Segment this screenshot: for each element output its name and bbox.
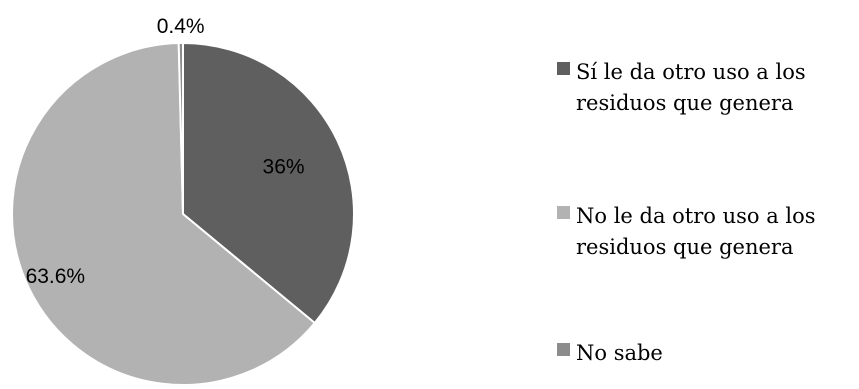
- legend-swatch-2: [557, 206, 570, 219]
- data-label-3: 0.4%: [157, 15, 205, 38]
- data-label-2: 63.6%: [26, 265, 86, 288]
- pie-slice-1: [182, 41, 356, 325]
- legend-label-1-line-2: residuos que genera: [576, 91, 793, 115]
- pie-slice-3: [177, 41, 184, 215]
- legend-swatch-1: [557, 62, 570, 75]
- legend-label-3: No sabe: [576, 341, 663, 365]
- data-label-1: 36%: [263, 156, 305, 179]
- legend-label-2-line-1: No le da otro uso a los: [576, 204, 816, 228]
- legend-label-2-line-2: residuos que genera: [576, 235, 793, 259]
- data-labels: 36% 63.6% 0.4%: [26, 15, 305, 288]
- pie-slices: [11, 41, 356, 386]
- pie-slice-2: [11, 42, 317, 386]
- legend-swatch-3: [557, 343, 570, 356]
- legend: Sí le da otro uso a los residuos que gene…: [557, 60, 816, 365]
- legend-label-1-line-1: Sí le da otro uso a los: [576, 60, 806, 84]
